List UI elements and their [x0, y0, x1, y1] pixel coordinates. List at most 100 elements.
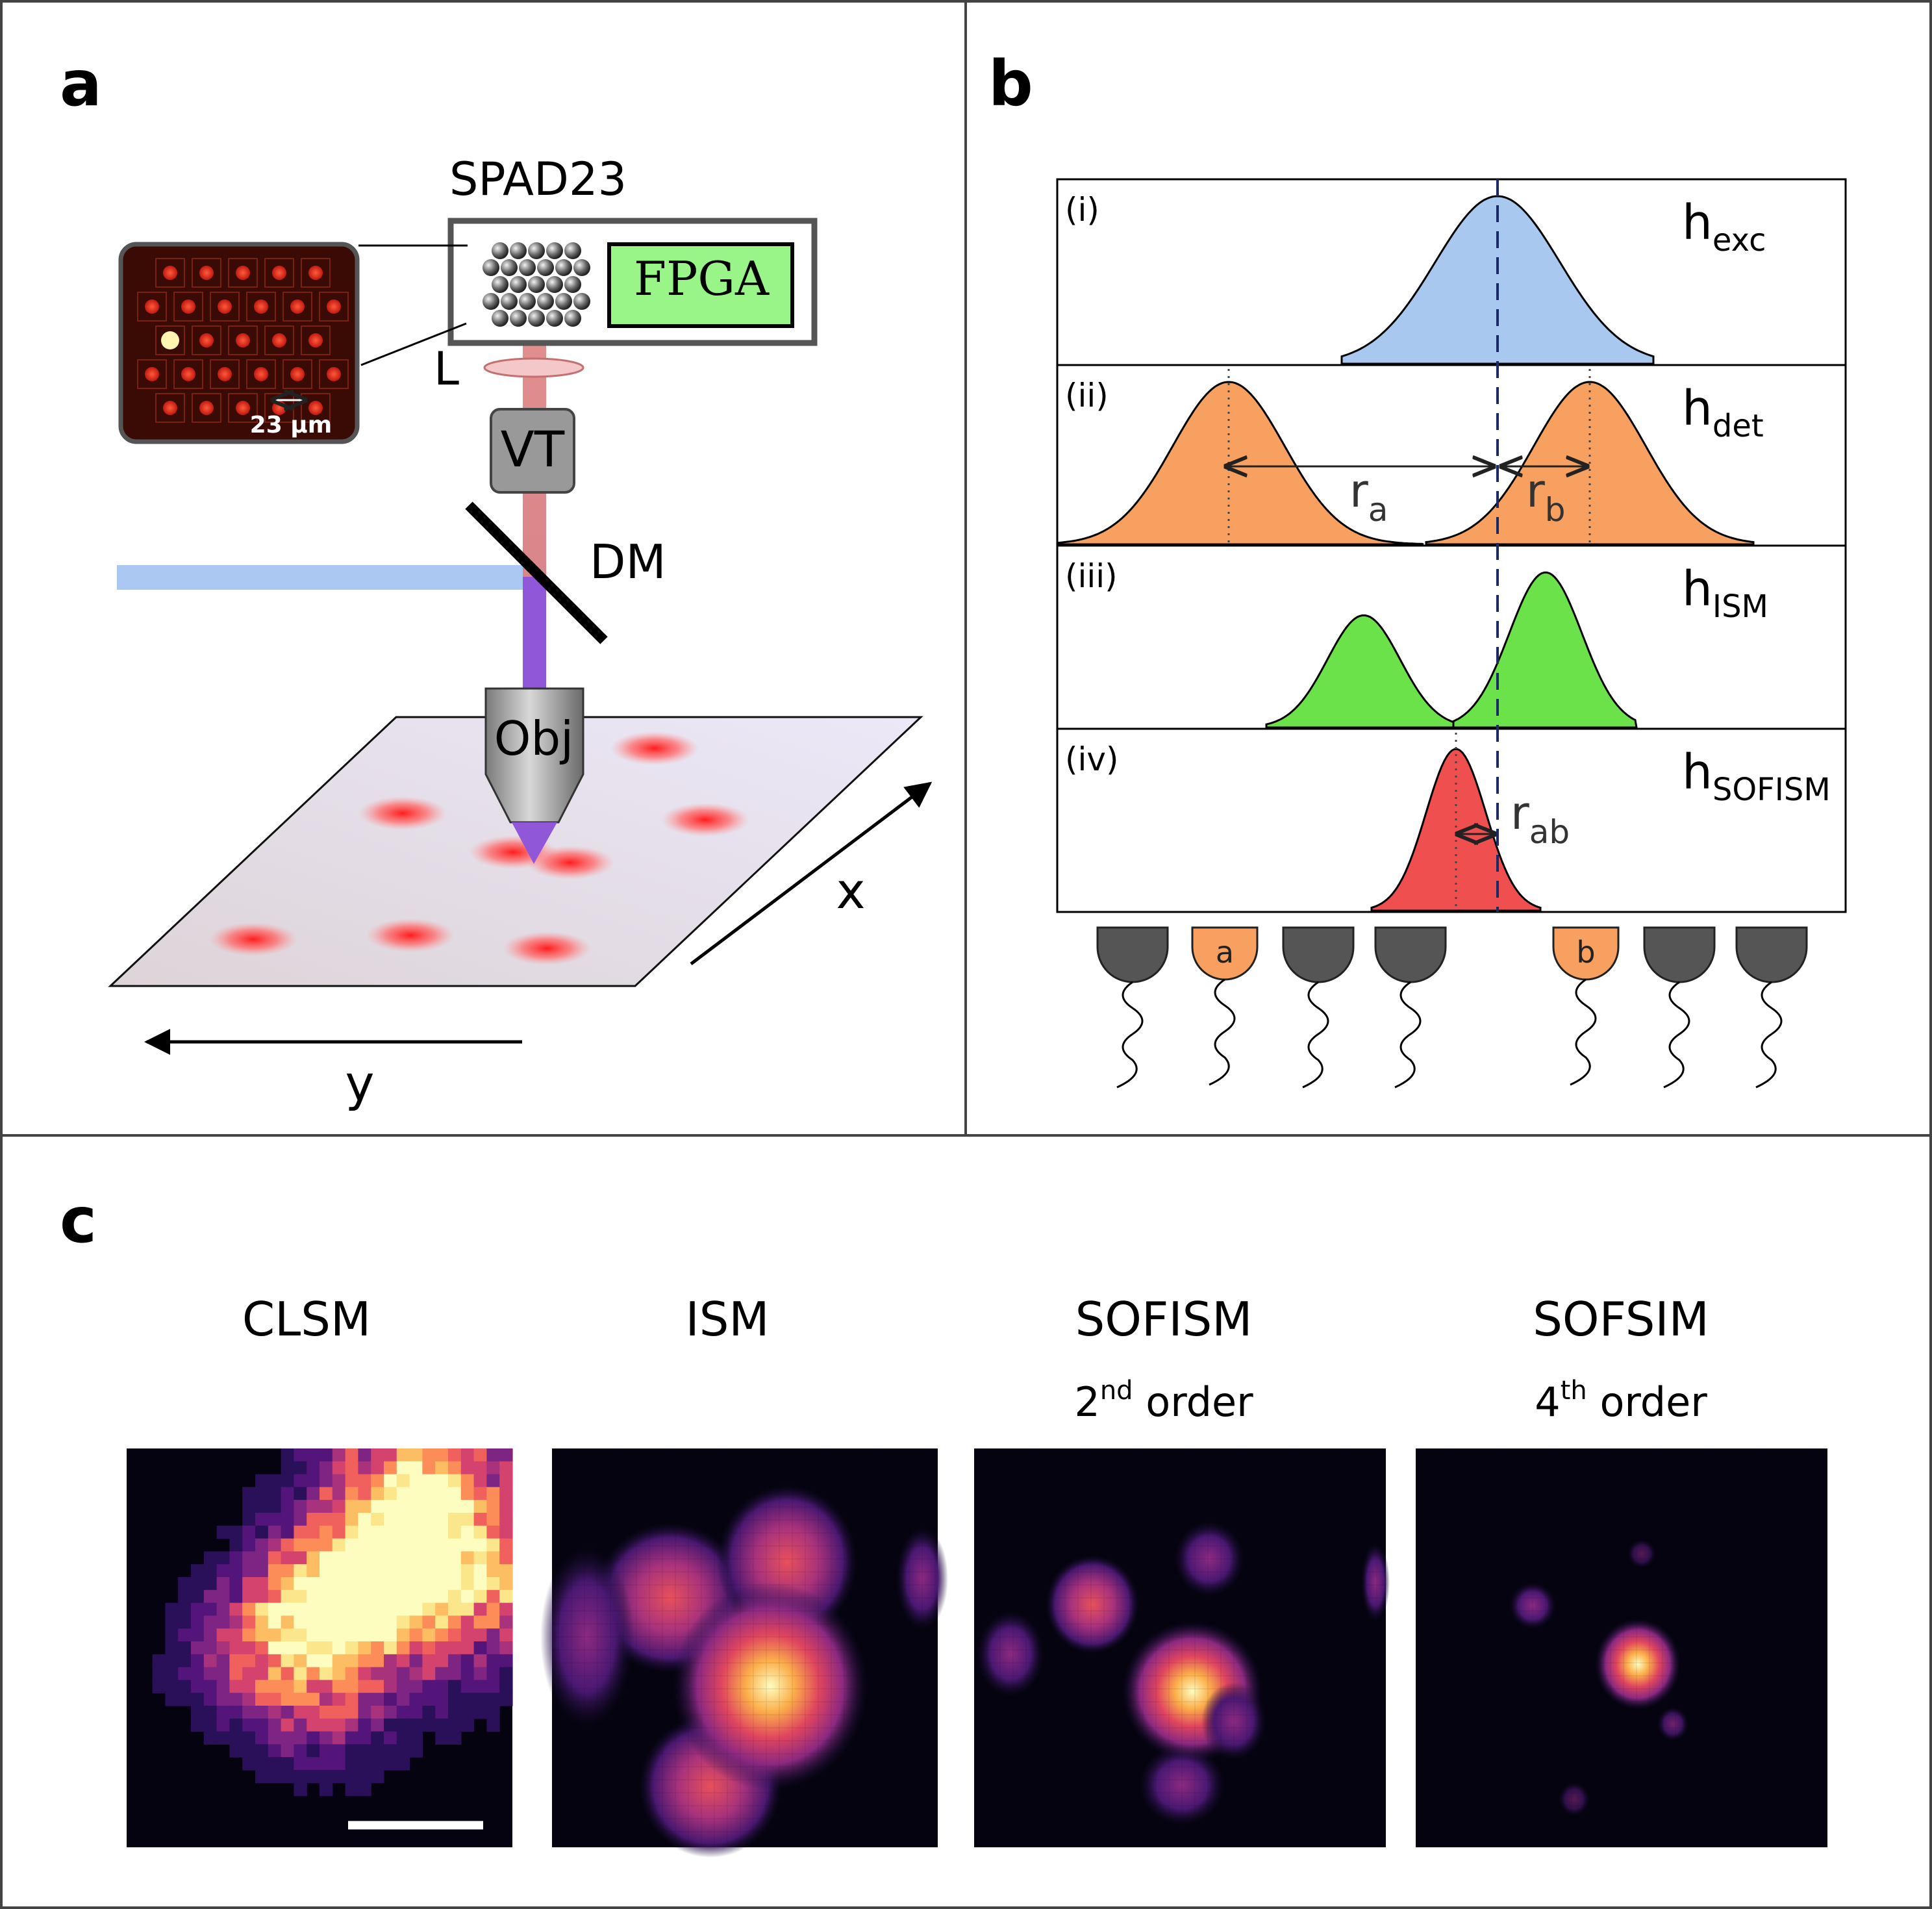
inset-pixel	[272, 266, 286, 280]
inset-pixel	[199, 401, 214, 415]
inset-cell	[301, 258, 331, 288]
image-ism	[540, 1448, 948, 1858]
spad-pixel	[555, 293, 572, 310]
image-clsm	[127, 1448, 513, 1847]
spad-pixel	[483, 293, 499, 310]
lens-label: L	[434, 342, 459, 396]
spad-pixel	[510, 276, 527, 293]
image-title: CLSM	[242, 1292, 371, 1346]
inset-pixel	[236, 401, 250, 415]
spad-pixel	[501, 259, 518, 276]
inset-cell	[282, 292, 312, 322]
inset-cell	[155, 393, 185, 423]
inset-cell	[301, 325, 331, 355]
image-title: SOFISM	[1075, 1292, 1253, 1346]
inset-cell	[192, 258, 221, 288]
inset-pixel	[308, 401, 323, 415]
inset-connector-bottom	[360, 322, 467, 366]
panel-c: c CLSM ISM SOFISM 2nd order SOFSIM 4th order	[60, 1184, 1827, 1858]
dm-label: DM	[590, 535, 666, 589]
image-sofsim	[1416, 1448, 1827, 1847]
spad-pixel	[546, 242, 563, 259]
spad-pixel	[573, 293, 590, 310]
inset-cell	[155, 258, 185, 288]
detector-element	[1643, 926, 1716, 1089]
detector-element	[1735, 926, 1808, 1089]
lens	[483, 357, 584, 378]
ism-psf-b	[1452, 571, 1638, 729]
row-roman-label: (iv)	[1065, 740, 1119, 778]
y-axis-label: y	[345, 1054, 375, 1112]
inset-cell	[228, 325, 258, 355]
inset-cell	[173, 292, 203, 322]
inset-pixel	[218, 299, 232, 314]
spad-pixel	[492, 242, 508, 259]
row-roman-label: (i)	[1065, 191, 1099, 229]
inset-cell	[246, 359, 276, 389]
spad-pixel	[564, 310, 581, 327]
objective	[484, 687, 584, 864]
inset-cell	[228, 393, 258, 423]
inset-cell	[210, 292, 240, 322]
spad-inset-image: 23 µm	[118, 242, 360, 444]
inset-cell	[173, 359, 203, 389]
inset-scale-label: 23 µm	[250, 412, 332, 438]
inset-pixel	[308, 266, 323, 280]
fpga-label: FPGA	[634, 251, 770, 306]
image-order-label: 4th order	[1535, 1376, 1707, 1426]
spad-pixel	[528, 276, 545, 293]
spad-pixel	[492, 310, 508, 327]
spad-pixel	[564, 242, 581, 259]
inset-cell	[137, 359, 167, 389]
psf-row-3: (iii) hISM	[1056, 544, 1847, 730]
spad-pixel	[510, 310, 527, 327]
spad-pixel	[528, 310, 545, 327]
inset-cell	[155, 325, 185, 355]
psf-row-4: rab(iv) hSOFISM	[1056, 727, 1847, 913]
inset-pixel	[327, 299, 341, 314]
inset-pixel	[290, 299, 305, 314]
inset-cell	[319, 292, 349, 322]
spad-pixel	[492, 276, 508, 293]
inset-pixel	[272, 333, 286, 348]
x-axis-label: x	[836, 862, 866, 920]
inset-pixel	[218, 367, 232, 381]
image-titles: CLSM ISM SOFISM 2nd order SOFSIM 4th order	[242, 1292, 1709, 1426]
inset-pixel	[163, 266, 177, 280]
image-sofism	[974, 1448, 1390, 1847]
row-h-label: hSOFISM	[1682, 744, 1831, 808]
spad-array	[483, 242, 590, 327]
dichroic-mirror	[465, 501, 608, 644]
spad-pixel	[537, 293, 554, 310]
spad-pixel	[501, 293, 518, 310]
inset-cell	[264, 258, 294, 288]
inset-pixel	[181, 367, 195, 381]
inset-pixel	[254, 367, 268, 381]
vt-box	[490, 408, 575, 494]
inset-pixel	[236, 266, 250, 280]
inset-cell	[228, 258, 258, 288]
spad-pixel	[519, 293, 536, 310]
spad-pixel	[546, 310, 563, 327]
inset-cell	[210, 359, 240, 389]
spad-pixel	[537, 259, 554, 276]
inset-pixel	[163, 401, 177, 415]
inset-pixel	[290, 367, 305, 381]
detector-b: b	[1552, 926, 1620, 1086]
inset-pixel	[199, 333, 214, 348]
inset-pixel	[327, 367, 341, 381]
image-title: ISM	[685, 1292, 769, 1346]
inset-pixel	[236, 333, 250, 348]
panel-b-letter: b	[988, 47, 1033, 120]
detector-a: a	[1191, 926, 1259, 1086]
spad-pixel	[483, 259, 499, 276]
image-title: SOFSIM	[1533, 1292, 1709, 1346]
inset-cell	[319, 359, 349, 389]
panel-a: a DM VT L Obj	[60, 47, 933, 1112]
inset-pixel	[161, 331, 179, 349]
spad-pixel	[519, 259, 536, 276]
